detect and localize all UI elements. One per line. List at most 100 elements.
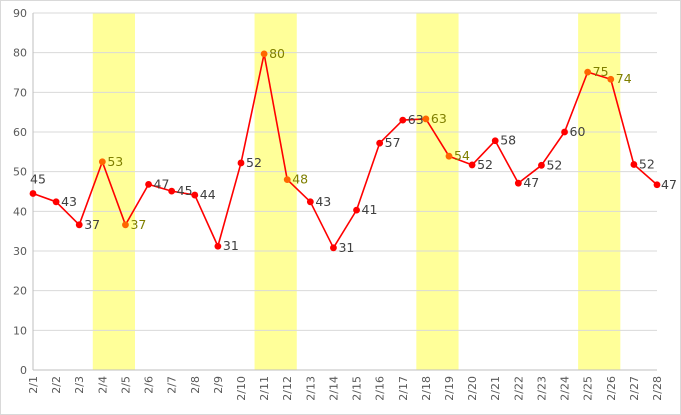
data-label: 47 [154,176,170,191]
line-segment [379,119,404,144]
y-tick-label: 0 [20,364,27,377]
x-tick-label: 2/10 [235,376,248,401]
x-tick-label: 2/1 [27,376,40,394]
line-segment [402,118,426,121]
data-point [214,242,222,250]
x-tick-label: 2/14 [327,376,340,401]
x-tick-label: 2/21 [489,376,502,401]
line-segment [32,192,57,203]
line-segment [448,155,473,166]
data-point [468,161,476,169]
data-label: 75 [593,64,609,79]
data-label: 52 [246,155,262,170]
y-tick-label: 30 [13,245,27,258]
line-segment [124,183,150,226]
line-segment [425,118,450,157]
data-point [445,152,453,160]
x-tick-label: 2/4 [96,376,109,394]
line-segment [517,164,542,184]
data-point [353,206,360,214]
data-label: 41 [362,202,378,217]
data-points [29,50,661,252]
x-tick-label: 2/9 [212,376,225,394]
data-label: 45 [30,171,46,186]
x-tick-label: 2/24 [559,376,572,401]
line-segment [194,194,219,247]
x-tick-label: 2/15 [351,376,364,401]
x-tick-label: 2/19 [443,376,456,401]
data-point [376,139,384,147]
x-tick-label: 2/8 [189,376,202,394]
data-label: 54 [454,148,470,163]
x-tick-label: 2/17 [397,376,410,401]
data-point [653,181,661,189]
x-tick-label: 2/16 [374,376,387,401]
data-label: 31 [338,240,354,255]
data-point [122,221,129,229]
y-tick-label: 20 [13,285,27,298]
data-point [630,161,638,168]
x-tick-label: 2/6 [143,376,156,394]
data-label: 45 [177,183,193,198]
x-tick-label: 2/26 [605,376,618,401]
data-point [260,50,268,58]
line-segment [332,209,358,249]
y-tick-label: 90 [13,7,27,20]
y-tick-label: 10 [13,324,27,337]
data-point [607,75,615,83]
line-segment [471,140,496,166]
data-label: 52 [639,157,655,172]
data-label: 47 [523,175,539,190]
x-tick-label: 2/12 [281,376,294,401]
x-tick-label: 2/13 [304,376,317,401]
data-point [283,176,291,184]
y-axis-tick-labels: 0 10 20 30 40 50 60 70 80 90 [13,7,27,377]
x-tick-label: 2/2 [50,376,63,394]
data-point [29,190,37,197]
line-segment [563,71,589,133]
data-label: 43 [61,194,77,209]
data-label: 52 [477,157,493,172]
data-point [52,198,60,206]
line-segment [633,163,658,186]
y-tick-label: 40 [13,205,27,218]
data-point [168,187,176,195]
x-tick-label: 2/28 [651,376,664,401]
line-segment [610,79,635,165]
x-tick-label: 2/7 [166,376,179,394]
data-label: 63 [431,111,447,126]
line-segment [494,140,520,184]
data-point [422,115,430,123]
data-point [237,159,245,167]
data-point [75,221,83,229]
data-point [145,180,152,188]
line-segment [101,161,127,226]
data-label: 53 [107,154,123,169]
data-label: 80 [269,46,285,61]
data-point [538,161,545,169]
x-tick-label: 2/27 [628,376,641,401]
x-tick-label: 2/23 [535,376,548,401]
line-segment [263,53,289,180]
data-labels: 45 43 37 53 37 47 45 44 31 52 80 48 43 31 41 57 63 63 54 52… [30,46,677,255]
line-segment [587,71,612,81]
data-label: 37 [84,217,100,232]
y-tick-label: 80 [13,47,27,60]
data-point [306,198,314,206]
y-tick-label: 50 [13,166,27,179]
x-tick-label: 2/3 [73,376,86,394]
x-tick-label: 2/18 [420,376,433,401]
x-tick-label: 2/11 [258,376,271,401]
data-label: 63 [408,112,424,127]
data-point [584,68,592,76]
line-segment [540,131,566,166]
x-axis-tick-labels: 2/1 2/2 2/3 2/4 2/5 2/6 2/7 2/8 2/9 2/10 2/11 2/12 2… [27,376,664,401]
x-tick-label: 2/22 [512,376,525,401]
data-point [191,191,199,199]
gridlines [33,12,657,331]
data-label: 31 [223,238,239,253]
line-segment [78,161,104,226]
data-point [98,158,106,166]
data-point [399,116,407,124]
